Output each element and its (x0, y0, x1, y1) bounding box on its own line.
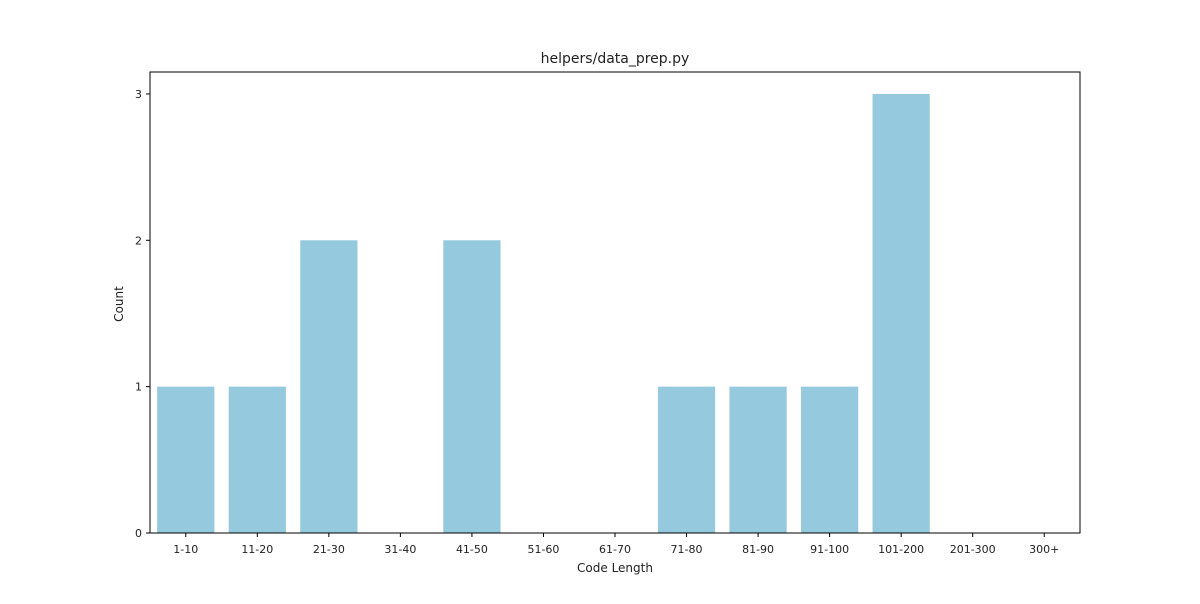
bar-81-90 (729, 386, 787, 533)
x-ticks-group: 1-10 11-20 21-30 31-40 41-50 51-60 61-70 71-80 8… (173, 533, 1059, 556)
bars-group (157, 93, 930, 534)
x-tick-label: 91-100 (810, 543, 849, 556)
y-ticks-group: 0 1 2 3 (135, 88, 150, 540)
bar-101-200 (872, 93, 930, 533)
chart-title: helpers/data_prep.py (541, 51, 690, 67)
bar-91-100 (801, 386, 859, 533)
x-tick-label: 31-40 (384, 543, 416, 556)
y-tick-label: 1 (135, 381, 142, 394)
y-axis-label: Count (112, 286, 126, 322)
x-tick-label: 21-30 (313, 543, 345, 556)
x-tick-label: 201-300 (950, 543, 996, 556)
y-tick-label: 2 (135, 234, 142, 247)
x-tick-label: 300+ (1029, 543, 1059, 556)
bar-21-30 (300, 240, 358, 534)
bar-1-10 (157, 386, 215, 533)
x-tick-label: 61-70 (599, 543, 631, 556)
x-tick-label: 101-200 (878, 543, 924, 556)
x-tick-label: 71-80 (671, 543, 703, 556)
bar-11-20 (228, 386, 286, 533)
bar-41-50 (443, 240, 501, 534)
x-tick-label: 81-90 (742, 543, 774, 556)
x-tick-label: 1-10 (173, 543, 198, 556)
x-axis-label: Code Length (577, 561, 653, 575)
bar-71-80 (657, 386, 716, 533)
x-tick-label: 11-20 (241, 543, 273, 556)
x-tick-label: 41-50 (456, 543, 488, 556)
x-tick-label: 51-60 (527, 543, 559, 556)
y-tick-label: 0 (135, 527, 142, 540)
plot-frame (149, 71, 1081, 534)
y-tick-label: 3 (135, 88, 142, 101)
